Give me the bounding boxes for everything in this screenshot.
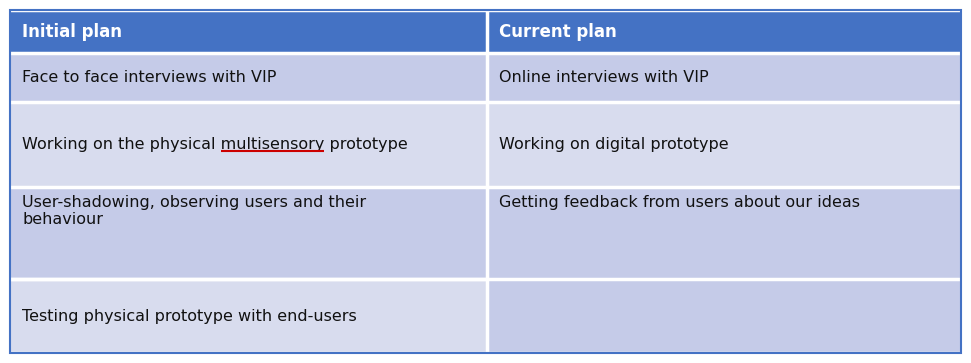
Text: Initial plan: Initial plan [22, 23, 122, 41]
Text: Working on digital prototype: Working on digital prototype [499, 137, 729, 152]
Text: Online interviews with VIP: Online interviews with VIP [499, 70, 709, 85]
Bar [10, 53, 487, 102]
Bar [487, 53, 961, 102]
Text: Testing physical prototype with end-users: Testing physical prototype with end-user… [22, 309, 356, 323]
Text: User-shadowing, observing users and their
behaviour: User-shadowing, observing users and thei… [22, 195, 366, 227]
Bar [487, 10, 961, 53]
Text: Working on the physical multisensory prototype: Working on the physical multisensory pro… [22, 137, 408, 152]
Text: Face to face interviews with VIP: Face to face interviews with VIP [22, 70, 277, 85]
Bar [10, 102, 487, 187]
Text: Current plan: Current plan [499, 23, 618, 41]
Bar [10, 279, 487, 353]
Bar [10, 187, 487, 279]
Bar [10, 10, 487, 53]
Bar [487, 187, 961, 353]
Text: Getting feedback from users about our ideas: Getting feedback from users about our id… [499, 195, 860, 210]
Bar [487, 102, 961, 187]
